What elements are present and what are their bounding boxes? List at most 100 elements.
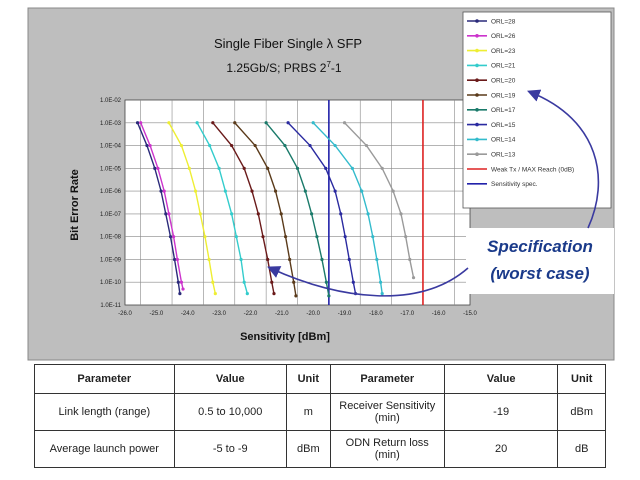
subtitle-tail: -1 [331, 61, 342, 75]
data-point [286, 121, 290, 125]
y-tick-label: 1.0E-06 [100, 189, 122, 195]
data-point [239, 257, 243, 262]
table-header: Value [443, 364, 559, 394]
data-point [366, 212, 370, 216]
data-point [342, 121, 347, 125]
data-point [245, 292, 249, 296]
data-point [153, 166, 157, 170]
subtitle-main: 1.25Gb/S; PRBS 2 [226, 61, 326, 75]
x-tick-label: -24.0 [181, 311, 195, 317]
data-point [264, 121, 268, 125]
series-lines [135, 121, 416, 298]
legend-label: Sensitivity spec. [491, 181, 538, 188]
data-point [379, 280, 383, 284]
annotation-line1: Specification [487, 237, 593, 256]
y-axis-label: Bit Error Rate [69, 169, 81, 241]
data-point [399, 212, 403, 216]
data-point [288, 257, 292, 262]
data-point [343, 235, 347, 239]
table-header: Unit [285, 364, 331, 394]
data-point [195, 121, 199, 125]
data-point [347, 257, 351, 262]
chart-title: Single Fiber Single λ SFP [214, 36, 362, 51]
data-point [187, 166, 191, 170]
annotation-arrow-to-legend [527, 89, 600, 229]
legend-label: ORL=14 [491, 137, 516, 144]
data-point [145, 143, 149, 148]
y-tick-label: 1.0E-04 [100, 144, 122, 150]
legend-box [462, 11, 612, 209]
data-point [411, 276, 416, 280]
data-point [175, 257, 179, 262]
x-tick-label: -23.0 [212, 311, 226, 317]
tick-labels: 1.0E-02 1.0E-03 1.0E-04 1.0E-05 1.0E-06 1.0E-… [100, 98, 478, 317]
legend-label: ORL=17 [491, 107, 516, 114]
data-point [213, 292, 217, 296]
table-cell: Average launch power [34, 430, 175, 468]
legend-marker [475, 48, 479, 53]
data-point [162, 189, 166, 193]
data-point [167, 212, 171, 216]
data-point [139, 121, 143, 125]
data-point [233, 121, 237, 125]
data-point [283, 143, 287, 148]
table-cell: 0.5 to 10,000 [173, 393, 287, 431]
y-tick-label: 1.0E-03 [100, 121, 122, 127]
x-tick-label: -20.0 [306, 311, 320, 317]
x-tick-label: -22.0 [244, 311, 258, 317]
data-point [156, 166, 160, 170]
data-point [273, 189, 278, 193]
data-point [391, 189, 395, 193]
legend-marker [475, 137, 479, 142]
data-point [295, 166, 300, 170]
table-cell: ODN Return loss (min) [329, 430, 445, 468]
table-cell: dBm [285, 430, 331, 468]
x-tick-label: -17.0 [400, 311, 414, 317]
table-cell: dBm [557, 393, 606, 431]
table-cell: -19 [443, 393, 559, 431]
data-point [404, 235, 408, 239]
legend-label: ORL=15 [491, 122, 516, 129]
legend-marker [475, 63, 479, 68]
x-tick-label: -21.0 [275, 311, 289, 317]
data-point [320, 257, 324, 262]
data-point [172, 235, 176, 239]
x-tick-label: -16.0 [432, 311, 446, 317]
table-cell: m [285, 393, 331, 431]
subtitle-sup: 7 [326, 60, 331, 69]
data-point [303, 189, 307, 193]
legend-marker [475, 19, 479, 23]
data-point [172, 257, 177, 262]
data-point [364, 143, 369, 148]
legend-label: ORL=20 [491, 78, 516, 85]
table-header: Value [173, 364, 287, 394]
data-point [211, 280, 215, 284]
data-point [178, 292, 182, 296]
data-point [292, 280, 296, 284]
data-point [310, 212, 314, 216]
data-point [250, 189, 254, 193]
table-header: Parameter [34, 364, 175, 394]
data-point [181, 287, 185, 291]
legend-marker [475, 93, 479, 97]
legend-marker [475, 78, 479, 82]
table-row: Average launch power -5 to -9 dBm ODN Re… [34, 430, 606, 468]
legend-label: ORL=21 [491, 63, 516, 70]
data-point [371, 235, 375, 239]
data-point [360, 189, 364, 193]
data-point [272, 292, 276, 296]
data-point [261, 235, 265, 239]
annotation-arrow-to-curve [267, 266, 469, 297]
data-point [327, 294, 331, 298]
data-point [167, 121, 171, 125]
data-point [294, 294, 298, 298]
legend-label: ORL=28 [491, 18, 516, 25]
data-point [256, 212, 260, 216]
data-point [242, 166, 246, 170]
legend-label: ORL=26 [491, 33, 516, 40]
data-point [311, 121, 315, 125]
legend: ORL=28 ORL=26 ORL=23 ORL=21 ORL=20 ORL=19 ORL=… [467, 18, 574, 188]
data-point [333, 143, 337, 148]
data-point [350, 166, 354, 170]
